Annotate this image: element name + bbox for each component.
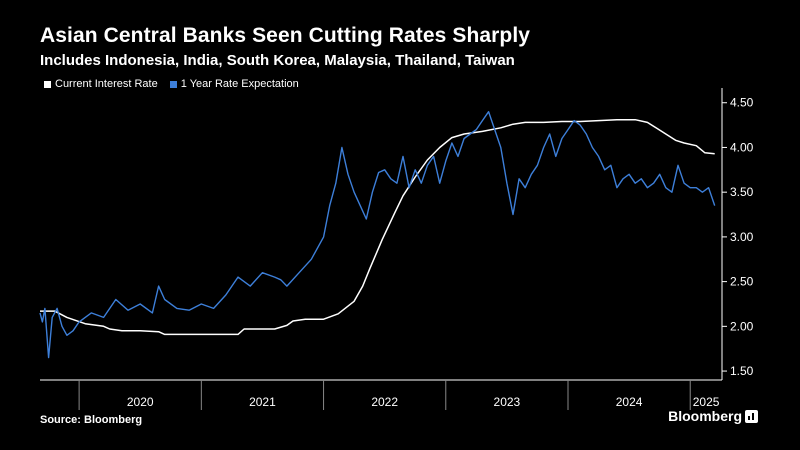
bloomberg-chart-icon [745, 409, 758, 423]
x-tick-label: 2023 [494, 395, 521, 409]
brand-name: Bloomberg [668, 408, 742, 424]
chart-legend: Current Interest Rate 1 Year Rate Expect… [44, 78, 311, 90]
x-tick-label: 2020 [127, 395, 154, 409]
legend-label-expectation: 1 Year Rate Expectation [180, 78, 299, 90]
legend-swatch-current-rate [44, 80, 51, 88]
bloomberg-logo: Bloomberg [668, 408, 758, 424]
y-tick-label: 3.00 [730, 230, 754, 244]
x-tick-label: 2025 [693, 395, 720, 409]
legend-swatch-expectation [169, 80, 177, 88]
chart-subtitle: Includes Indonesia, India, South Korea, … [40, 52, 515, 69]
chart-title: Asian Central Banks Seen Cutting Rates S… [40, 24, 531, 47]
x-tick-label: 2024 [616, 395, 643, 409]
y-tick-label: 2.00 [730, 319, 754, 333]
y-tick-label: 1.50 [730, 364, 754, 378]
y-tick-label: 4.50 [730, 96, 754, 110]
legend-item-current-rate: Current Interest Rate [44, 78, 158, 90]
legend-label-current-rate: Current Interest Rate [55, 78, 158, 90]
x-tick-label: 2022 [371, 395, 398, 409]
series-line-rate-expectation [39, 110, 716, 359]
source-note: Source: Bloomberg [40, 414, 143, 426]
y-tick-label: 2.50 [730, 275, 754, 289]
y-tick-label: 3.50 [730, 185, 754, 199]
legend-item-expectation: 1 Year Rate Expectation [169, 78, 299, 90]
series-line-current-rate [40, 118, 715, 336]
y-tick-label: 4.00 [730, 140, 754, 154]
x-tick-label: 2021 [249, 395, 276, 409]
